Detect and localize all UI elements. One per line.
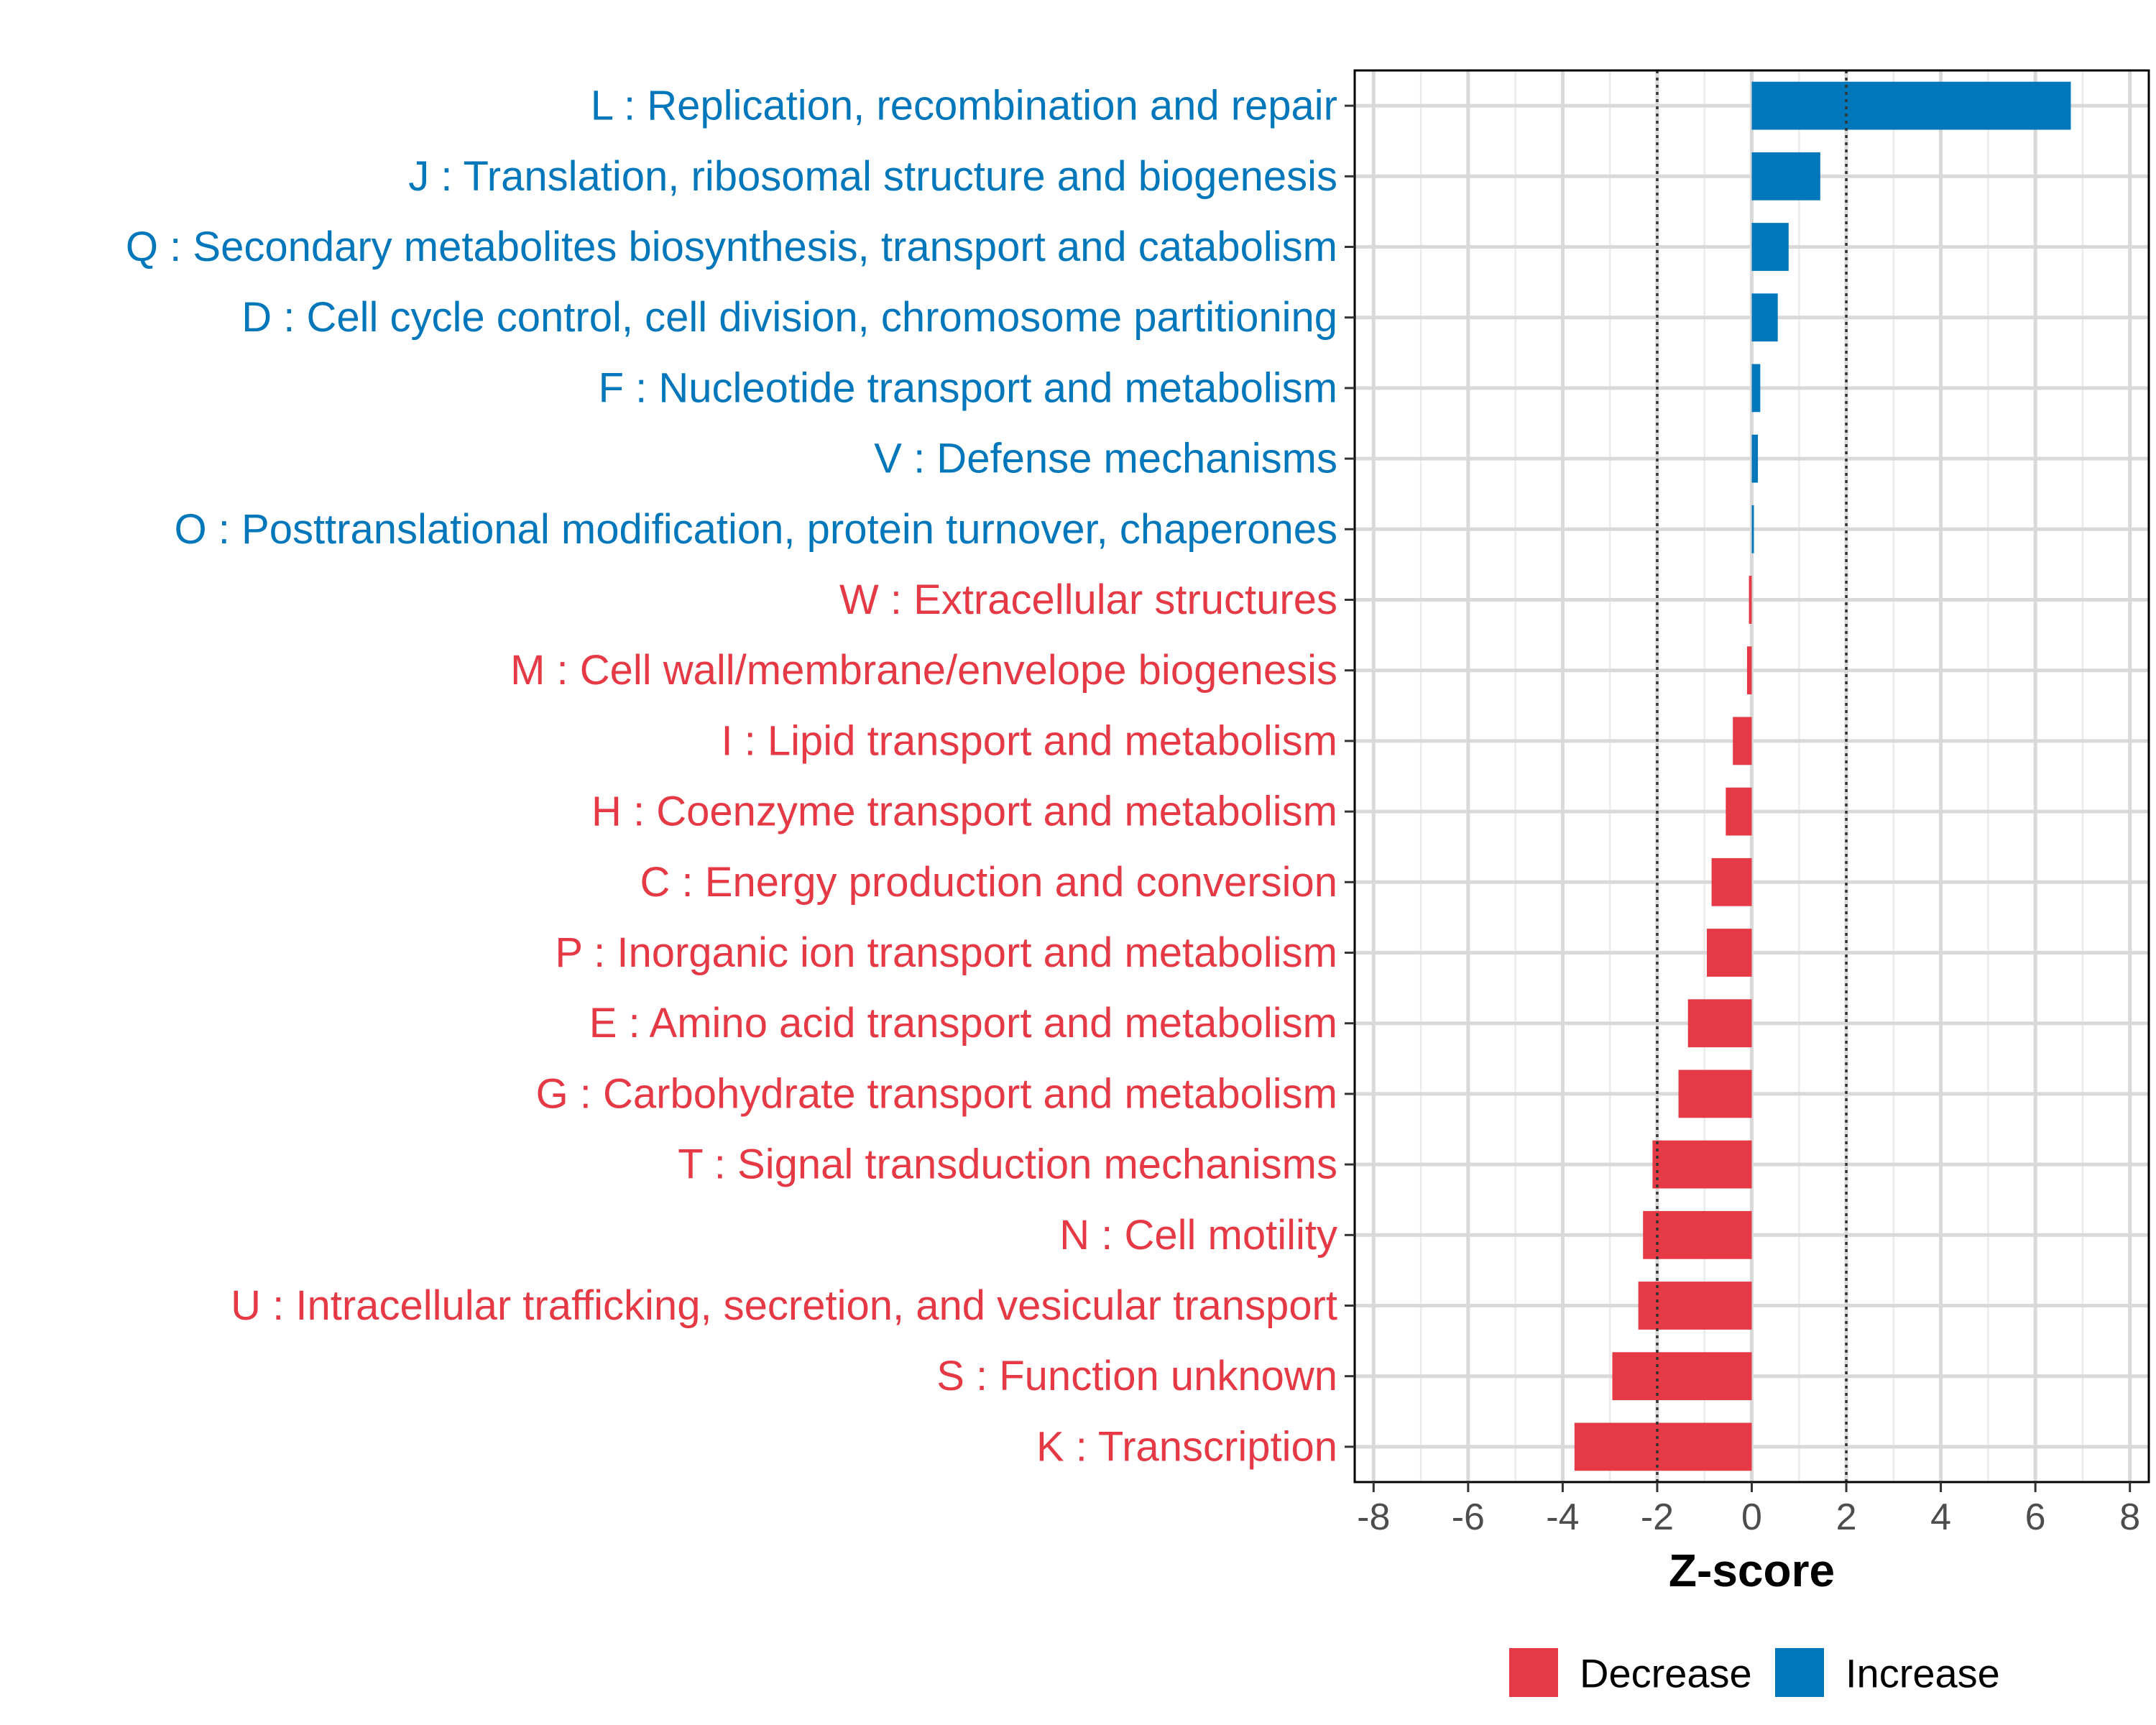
category-label: D : Cell cycle control, cell division, c…	[241, 294, 1337, 341]
category-label: C : Energy production and conversion	[640, 859, 1337, 906]
bar-increase	[1751, 152, 1820, 201]
bar-decrease	[1746, 646, 1752, 695]
bar-increase	[1751, 505, 1754, 553]
category-label: U : Intracellular trafficking, secretion…	[231, 1282, 1337, 1329]
bar-decrease	[1574, 1422, 1752, 1471]
bar-decrease	[1652, 1140, 1752, 1189]
category-label: V : Defense mechanisms	[874, 436, 1337, 482]
category-label: O : Posttranslational modification, prot…	[175, 506, 1337, 553]
bar-decrease	[1638, 1282, 1752, 1330]
reference-lines	[1656, 70, 1848, 1482]
legend-key-increase	[1775, 1648, 1824, 1697]
category-label: W : Extracellular structures	[839, 576, 1337, 623]
bar-increase	[1751, 293, 1778, 342]
bar-decrease	[1749, 576, 1752, 624]
y-axis-labels: L : Replication, recombination and repai…	[126, 83, 1337, 1471]
category-label: J : Translation, ribosomal structure and…	[408, 153, 1337, 200]
x-tick-label: -4	[1546, 1496, 1579, 1538]
category-label: S : Function unknown	[936, 1353, 1337, 1399]
legend-key-decrease	[1509, 1648, 1558, 1697]
bar-decrease	[1726, 787, 1752, 836]
category-label: E : Amino acid transport and metabolism	[589, 1000, 1337, 1046]
bar-increase	[1751, 81, 2071, 130]
x-tick-label: -6	[1452, 1496, 1485, 1538]
x-axis-ticks: -8 -6 -4 -2 0 2 4 6 8	[1357, 1482, 2140, 1538]
x-tick-label: -2	[1641, 1496, 1674, 1538]
category-label: N : Cell motility	[1059, 1212, 1337, 1259]
legend: Decrease Increase	[1509, 1648, 2000, 1697]
category-label: T : Signal transduction mechanisms	[678, 1141, 1337, 1188]
bar-decrease	[1687, 999, 1752, 1048]
x-tick-label: 2	[1836, 1496, 1857, 1538]
category-label: L : Replication, recombination and repai…	[591, 83, 1337, 129]
category-label: I : Lipid transport and metabolism	[721, 717, 1337, 764]
y-axis-ticks	[1345, 104, 1355, 1448]
bar-increase	[1751, 223, 1789, 271]
bars	[1574, 81, 2071, 1471]
category-label: Q : Secondary metabolites biosynthesis, …	[126, 224, 1337, 270]
x-tick-label: 4	[1930, 1496, 1951, 1538]
bar-increase	[1751, 364, 1761, 413]
x-tick-label: 8	[2119, 1496, 2140, 1538]
x-tick-label: 6	[2025, 1496, 2046, 1538]
bar-increase	[1751, 434, 1759, 483]
bar-decrease	[1733, 717, 1752, 765]
x-tick-label: 0	[1741, 1496, 1762, 1538]
bar-decrease	[1678, 1070, 1752, 1118]
category-label: F : Nucleotide transport and metabolism	[599, 364, 1337, 411]
category-label: G : Carbohydrate transport and metabolis…	[536, 1070, 1337, 1117]
category-label: H : Coenzyme transport and metabolism	[591, 788, 1337, 835]
legend-label-decrease: Decrease	[1580, 1651, 1752, 1696]
bar-decrease	[1711, 857, 1752, 906]
x-axis-title: Z-score	[1669, 1545, 1835, 1596]
bar-decrease	[1612, 1352, 1752, 1401]
category-label: M : Cell wall/membrane/envelope biogenes…	[510, 647, 1337, 694]
x-tick-label: -8	[1357, 1496, 1390, 1538]
bar-decrease	[1643, 1210, 1752, 1259]
category-label: P : Inorganic ion transport and metaboli…	[555, 929, 1337, 976]
category-label: K : Transcription	[1036, 1423, 1337, 1470]
legend-label-increase: Increase	[1846, 1651, 2000, 1696]
bar-decrease	[1707, 929, 1752, 977]
